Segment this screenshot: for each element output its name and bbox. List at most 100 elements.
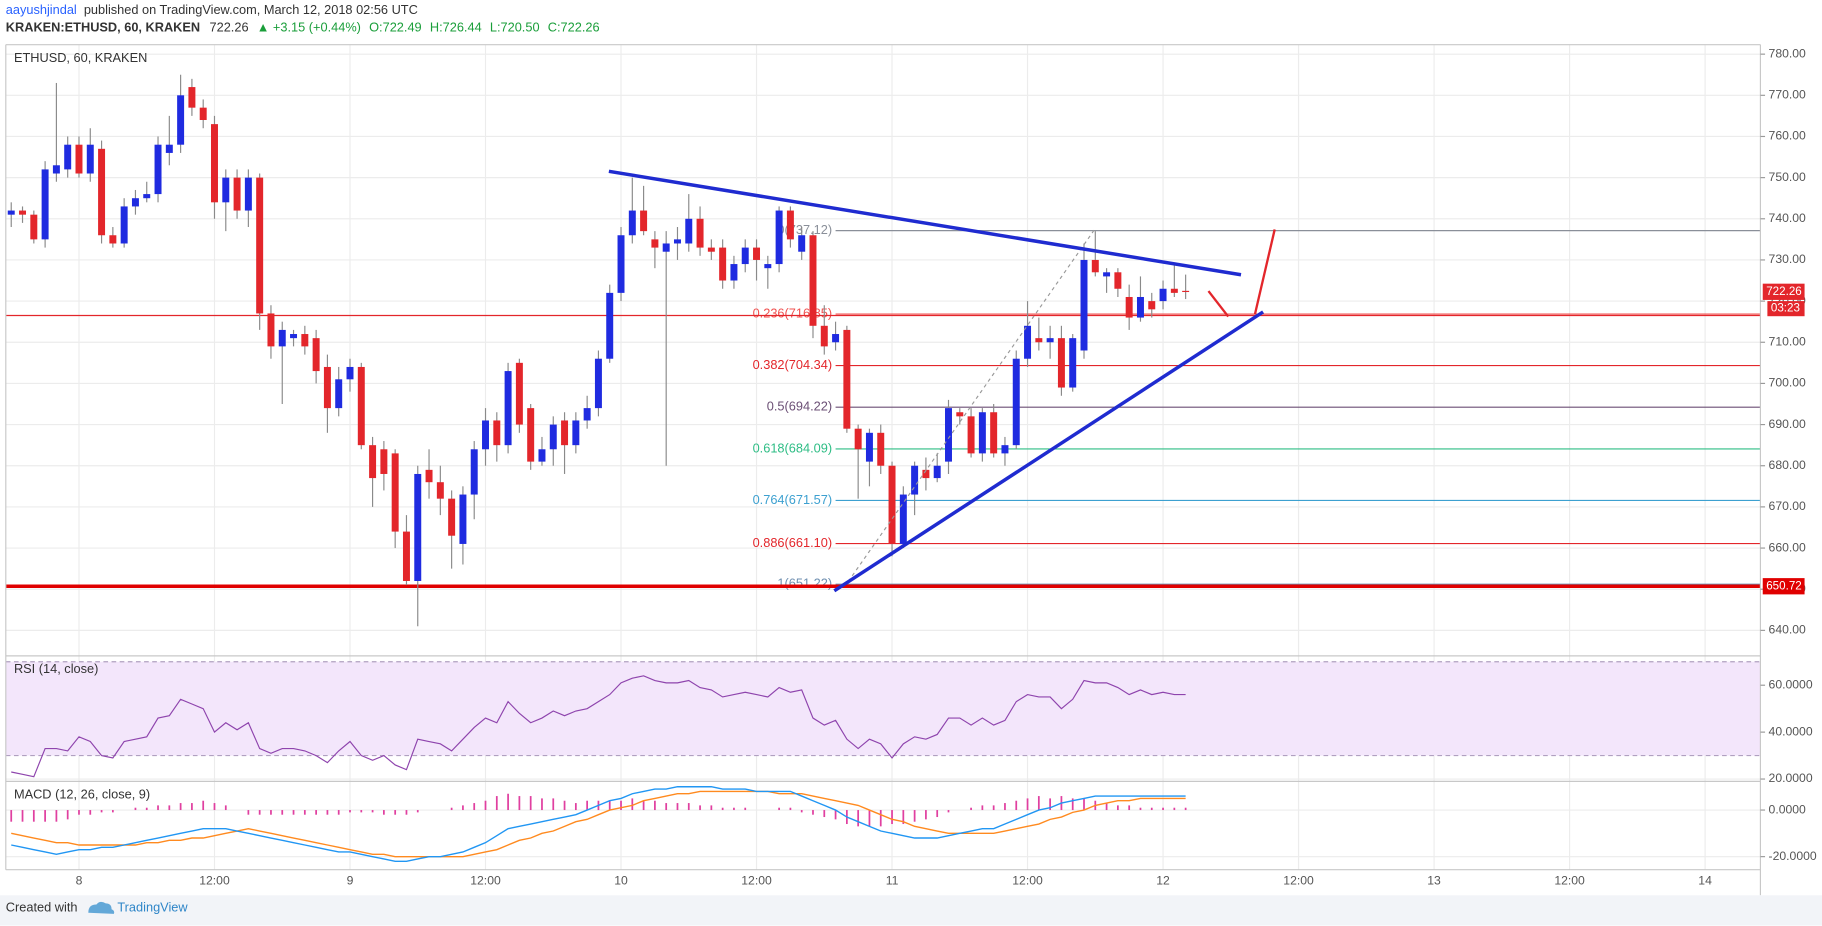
candle-body — [990, 412, 998, 454]
candle-body — [493, 420, 501, 446]
candle-body — [470, 449, 478, 495]
last-price-box — [1762, 283, 1805, 300]
footer-created: Created with — [6, 899, 78, 914]
candle-body — [764, 264, 772, 269]
y-tick-label: 750.00 — [1769, 170, 1806, 184]
candle-body — [143, 194, 151, 199]
candle-body — [75, 144, 83, 174]
candle-body — [7, 210, 15, 215]
candle-body — [888, 465, 896, 544]
candle-body — [628, 210, 636, 236]
frame — [5, 44, 1761, 896]
candle-body — [741, 247, 749, 265]
pane-title: MACD (12, 26, close, 9) — [14, 787, 150, 802]
candle-body — [323, 366, 331, 409]
x-tick-label: 13 — [1427, 874, 1441, 888]
fib-label: 0(737.12) — [777, 222, 832, 237]
candle-body — [922, 469, 930, 479]
candle-body — [843, 329, 851, 429]
low: L:720.50 — [490, 20, 540, 35]
pane-title: RSI (14, close) — [14, 661, 98, 676]
candle-body — [978, 412, 986, 454]
candle-body — [19, 210, 27, 215]
candle-body — [775, 210, 783, 265]
last-price-label: 722.26 — [1766, 285, 1802, 298]
open: O:722.49 — [369, 20, 422, 35]
candle-body — [425, 469, 433, 483]
candle-body — [1136, 296, 1144, 318]
candle-body — [956, 412, 964, 417]
y-tick-label: 660.00 — [1769, 540, 1806, 554]
candle-body — [52, 165, 60, 174]
candle-body — [131, 198, 139, 207]
candle-body — [606, 292, 614, 359]
candle-body — [911, 465, 919, 495]
candle-body — [346, 366, 354, 380]
candle-body — [640, 210, 648, 232]
grid-layer — [5, 44, 1761, 870]
fib-label: 0.5(694.22) — [767, 399, 832, 414]
fib-label: 0.618(684.09) — [753, 440, 832, 455]
candle-body — [877, 432, 885, 466]
footer-brand[interactable]: TradingView — [117, 899, 188, 914]
footer-bar — [0, 895, 1822, 926]
rsi-line — [11, 675, 1186, 778]
y-tick-label: 670.00 — [1769, 499, 1806, 513]
y-tick-label: 740.00 — [1769, 211, 1806, 225]
candle-body — [1035, 338, 1043, 343]
y-tick-label: 780.00 — [1769, 46, 1806, 60]
candle-body — [1148, 301, 1156, 310]
candle-body — [899, 494, 907, 544]
x-tick-label: 12:00 — [741, 874, 772, 888]
candle-body — [527, 408, 535, 462]
candle-body — [1046, 338, 1054, 343]
candle-body — [98, 148, 106, 236]
y-tick-label: 760.00 — [1769, 129, 1806, 143]
candle-body — [549, 424, 557, 450]
author[interactable]: aayushjindal — [6, 2, 77, 17]
candle-body — [719, 247, 727, 281]
candle-body — [515, 362, 523, 425]
candle-body — [730, 264, 738, 281]
candle-body — [504, 371, 512, 446]
support-trendline — [833, 310, 1265, 593]
header-line: aayushjindal published on TradingView.co… — [6, 2, 418, 17]
candle-body — [64, 144, 72, 170]
y-tick-label: 730.00 — [1769, 252, 1806, 266]
y-tick-label: 710.00 — [1769, 334, 1806, 348]
pane-title: ETHUSD, 60, KRAKEN — [14, 50, 147, 65]
candle-body — [154, 144, 162, 195]
symbol: KRAKEN:ETHUSD, 60, KRAKEN — [6, 20, 200, 35]
tradingview-logo — [88, 901, 115, 914]
x-tick-label: 12 — [1156, 874, 1170, 888]
candle-body — [222, 177, 230, 203]
candle-body — [1012, 358, 1020, 446]
x-tick-label: 12:00 — [199, 874, 230, 888]
fib-label: 0.886(661.10) — [753, 535, 832, 550]
candle-body — [583, 408, 591, 421]
candle-body — [301, 334, 309, 347]
y-tick-label: 0.0000 — [1769, 802, 1806, 816]
y-tick-label: 690.00 — [1769, 417, 1806, 431]
drawings-layer — [608, 169, 1276, 593]
candle-body — [459, 494, 467, 544]
candle-body — [572, 420, 580, 446]
candle-body — [109, 235, 117, 244]
candle-body — [809, 235, 817, 326]
price-label: 650.72 — [1766, 579, 1802, 592]
candle-body — [402, 531, 410, 581]
candle-body — [798, 235, 806, 252]
candle-body — [967, 416, 975, 454]
candle-body — [414, 473, 422, 581]
candle-body — [199, 107, 207, 121]
candle-body — [120, 206, 128, 244]
rsi-band — [5, 661, 1761, 756]
candle-body — [233, 177, 241, 211]
change: ▲ +3.15 (+0.44%) — [257, 20, 361, 35]
candle-body — [436, 482, 444, 499]
candle-body — [1091, 259, 1099, 273]
y-tick-label: 20.0000 — [1769, 771, 1813, 785]
candle-body — [41, 169, 49, 240]
candle-body — [1057, 338, 1065, 388]
